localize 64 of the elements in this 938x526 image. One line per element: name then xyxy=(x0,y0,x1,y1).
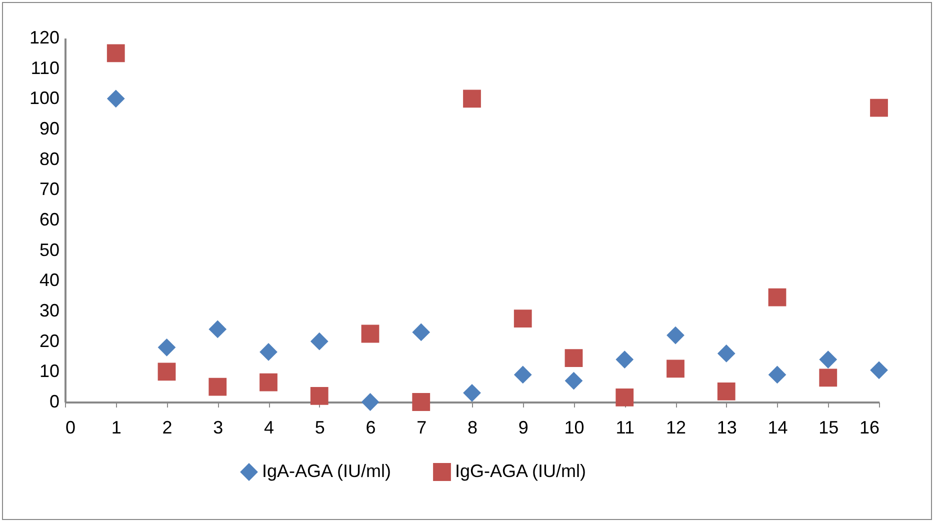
x-tick-label: 14 xyxy=(768,418,788,438)
x-tick-label: 9 xyxy=(518,418,528,438)
x-tick-label: 10 xyxy=(564,418,584,438)
point xyxy=(616,388,634,406)
point xyxy=(260,373,278,392)
point xyxy=(158,362,176,381)
x-tick-label: 1 xyxy=(111,418,122,438)
legend-label: IgA-AGA (IU/ml) xyxy=(262,461,392,481)
y-tick-label: 40 xyxy=(39,270,60,290)
point xyxy=(666,326,684,344)
point xyxy=(361,393,380,411)
x-tick-label: 15 xyxy=(818,418,839,438)
point xyxy=(717,344,736,362)
x-tick-label: 7 xyxy=(416,418,427,438)
y-tick-label: 70 xyxy=(39,179,60,200)
point xyxy=(106,90,125,108)
y-tick-label: 50 xyxy=(39,240,60,260)
point xyxy=(768,288,786,306)
point xyxy=(463,90,481,108)
point xyxy=(768,366,786,384)
y-tick-label: 30 xyxy=(39,300,60,320)
x-tick-label: 5 xyxy=(314,418,325,438)
point xyxy=(463,384,481,402)
point xyxy=(158,338,176,356)
y-tick-label: 60 xyxy=(39,210,60,230)
point xyxy=(870,98,888,117)
x-tick-label: 13 xyxy=(716,418,737,438)
point xyxy=(208,378,227,396)
point xyxy=(819,368,838,387)
point xyxy=(310,332,328,350)
point xyxy=(717,382,736,400)
legend-label: IgG-AGA (IU/ml) xyxy=(455,461,586,481)
point xyxy=(412,323,430,342)
y-tick-label: 20 xyxy=(39,330,60,351)
point xyxy=(870,361,888,380)
point xyxy=(616,350,634,368)
x-tick-label: 2 xyxy=(162,418,172,438)
x-tick-label: 8 xyxy=(467,418,478,438)
y-tick-label: 120 xyxy=(29,28,60,48)
point xyxy=(412,393,430,411)
y-tick-label: 10 xyxy=(39,361,60,382)
y-tick-label: 110 xyxy=(30,58,60,78)
x-tick-label: 11 xyxy=(616,418,634,438)
point xyxy=(514,310,532,328)
point xyxy=(819,350,838,368)
point xyxy=(666,360,684,378)
point xyxy=(106,44,125,62)
x-tick-label: 6 xyxy=(366,418,376,438)
y-tick-label: 80 xyxy=(39,148,60,169)
x-tick-label: 0 xyxy=(66,418,76,438)
point xyxy=(514,366,532,384)
point xyxy=(310,386,328,405)
point xyxy=(564,372,583,390)
x-tick-label: 12 xyxy=(666,418,686,438)
point xyxy=(208,320,227,338)
point xyxy=(564,349,583,367)
point xyxy=(361,324,380,343)
point xyxy=(260,343,278,361)
x-tick-label: 4 xyxy=(264,418,274,438)
x-tick-label: 16 xyxy=(859,418,880,438)
y-tick-label: 100 xyxy=(29,88,60,108)
y-tick-label: 0 xyxy=(49,392,60,412)
x-tick-label: 3 xyxy=(213,418,224,438)
y-tick-label: 90 xyxy=(39,118,60,138)
